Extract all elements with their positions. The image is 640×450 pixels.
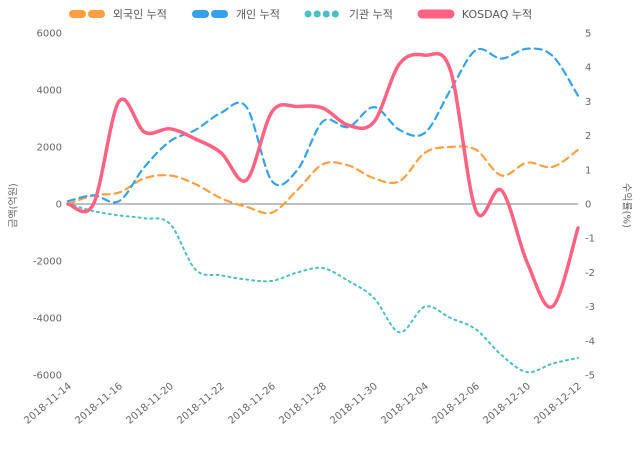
x-axis-tick: 2018-11-26 <box>226 381 278 427</box>
y-axis-left-tick: 4000 <box>37 86 62 97</box>
x-axis-tick: 2018-11-30 <box>328 381 380 427</box>
legend-swatch-solid-pink-icon <box>417 9 455 19</box>
legend-label-institution: 기관 누적 <box>348 8 393 21</box>
x-axis-tick: 2018-11-14 <box>22 381 74 427</box>
y-axis-right-tick: 0 <box>585 200 591 211</box>
y-axis-right-tick: -2 <box>585 268 595 279</box>
series-line-0 <box>66 145 580 215</box>
legend-item-individual[interactable]: 개인 누적 <box>191 6 280 22</box>
legend-swatch-dashed-orange-icon <box>68 10 105 18</box>
y-axis-left-tick: -6000 <box>33 371 62 382</box>
y-axis-left-tick: -4000 <box>33 314 62 325</box>
legend-swatch-dashed-blue-icon <box>191 10 228 18</box>
legend-item-foreign[interactable]: 외국인 누적 <box>68 6 167 22</box>
x-axis-tick: 2018-12-12 <box>532 381 584 427</box>
y-axis-right-tick: 2 <box>585 131 591 142</box>
y-axis-left-tick: 2000 <box>37 143 62 154</box>
x-axis-tick: 2018-11-22 <box>175 381 227 427</box>
y-axis-right-tick: 3 <box>585 97 591 108</box>
x-axis-tick: 2018-11-28 <box>277 381 329 427</box>
x-axis-tick: 2018-11-20 <box>124 381 176 427</box>
y-axis-left-tick: 6000 <box>37 29 62 40</box>
x-axis-tick: 2018-11-16 <box>73 381 125 427</box>
series-line-3 <box>66 51 580 309</box>
series-line-1 <box>66 47 580 204</box>
y-axis-left-tick: -2000 <box>33 257 62 268</box>
y-axis-left-tick: 0 <box>56 200 62 211</box>
legend-label-foreign: 외국인 누적 <box>112 8 167 21</box>
y-axis-right-tick: 5 <box>585 29 591 40</box>
y-axis-right-tick: -1 <box>585 234 595 245</box>
y-axis-right-tick: -3 <box>585 302 595 313</box>
legend-item-institution[interactable]: 기관 누적 <box>304 6 393 22</box>
y-axis-right-tick: -5 <box>585 371 595 382</box>
series-line-2 <box>67 203 579 374</box>
legend-label-kosdaq: KOSDAQ 누적 <box>461 8 533 21</box>
chart-legend: 외국인 누적 개인 누적 기관 누적 KOSDAQ 누적 <box>0 6 640 22</box>
legend-swatch-dotted-teal-icon <box>304 10 342 18</box>
y-axis-right-tick: 4 <box>585 63 591 74</box>
x-axis-tick: 2018-12-10 <box>481 381 533 427</box>
legend-item-kosdaq[interactable]: KOSDAQ 누적 <box>417 6 532 22</box>
legend-label-individual: 개인 누적 <box>235 8 280 21</box>
x-axis-tick: 2018-12-04 <box>379 381 431 427</box>
x-axis-tick: 2018-12-06 <box>430 381 482 427</box>
y-axis-right-tick: -4 <box>585 336 595 347</box>
y-axis-right-tick: 1 <box>585 165 591 176</box>
